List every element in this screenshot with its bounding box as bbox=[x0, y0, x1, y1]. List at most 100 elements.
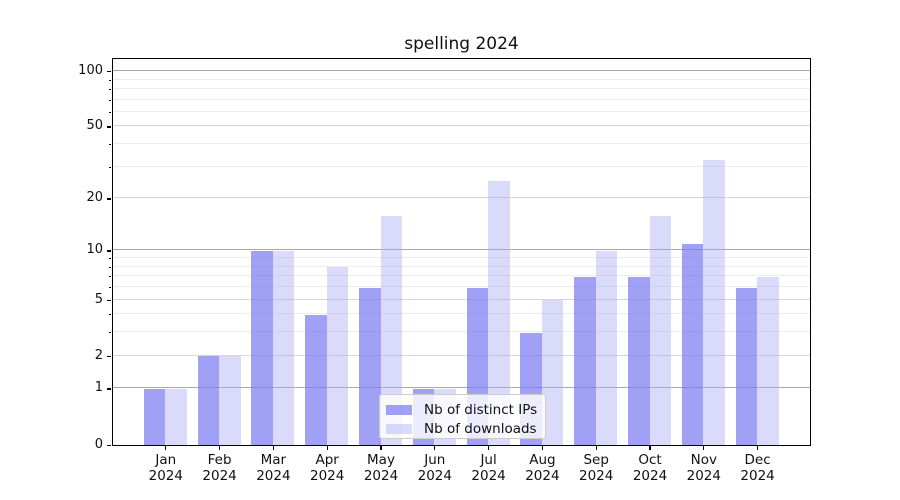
x-tick-label-nov: Nov 2024 bbox=[686, 451, 721, 485]
y-minor-tick-mark bbox=[108, 258, 112, 260]
x-tick-label-jan: Jan 2024 bbox=[148, 451, 183, 485]
y-minor-tick-mark bbox=[108, 276, 112, 278]
x-tick-mark bbox=[756, 446, 759, 451]
x-tick-mark bbox=[218, 446, 221, 451]
gridline-major bbox=[112, 125, 810, 127]
y-tick-label: 50 bbox=[86, 118, 103, 134]
legend: Nb of distinct IPs Nb of downloads bbox=[379, 394, 546, 439]
y-tick-mark bbox=[107, 71, 112, 73]
gridline-minor bbox=[112, 286, 810, 288]
gridline-minor bbox=[112, 257, 810, 259]
x-tick-label-aug: Aug 2024 bbox=[525, 451, 560, 485]
chart-title: spelling 2024 bbox=[404, 34, 519, 54]
x-tick-label-apr: Apr 2024 bbox=[310, 451, 345, 485]
bar-downloads-nov bbox=[703, 159, 725, 445]
x-tick-mark bbox=[165, 446, 167, 451]
legend-item-distinct-ips: Nb of distinct IPs bbox=[386, 401, 538, 420]
bar-downloads-sep bbox=[595, 251, 618, 445]
x-tick-mark bbox=[272, 446, 275, 451]
y-tick-mark bbox=[107, 198, 112, 200]
y-tick-mark bbox=[107, 250, 112, 252]
y-minor-tick-mark bbox=[108, 287, 112, 289]
x-tick-mark bbox=[541, 446, 544, 451]
bar-downloads-may bbox=[380, 215, 402, 445]
x-tick-label-oct: Oct 2024 bbox=[632, 451, 668, 485]
gridline-minor bbox=[112, 110, 810, 112]
x-tick-mark bbox=[434, 446, 436, 451]
y-minor-tick-mark bbox=[108, 111, 112, 113]
bar-distinct-ips-mar bbox=[251, 251, 273, 445]
bar-distinct-ips-apr bbox=[305, 314, 327, 445]
bar-downloads-aug bbox=[541, 300, 564, 445]
x-tick-label-jul: Jul 2024 bbox=[471, 451, 506, 485]
x-tick-label-feb: Feb 2024 bbox=[202, 451, 237, 485]
y-tick-label: 5 bbox=[94, 291, 103, 307]
gridline-minor bbox=[112, 265, 810, 267]
gridline-minor bbox=[112, 275, 810, 277]
gridline-minor bbox=[112, 87, 810, 89]
bar-distinct-ips-sep bbox=[574, 276, 596, 445]
gridline-major bbox=[112, 70, 810, 72]
y-minor-tick-mark bbox=[108, 332, 112, 334]
gridline-major bbox=[112, 197, 810, 199]
gridline-major bbox=[112, 387, 810, 389]
y-minor-tick-mark bbox=[108, 88, 112, 90]
gridline-major bbox=[112, 354, 810, 356]
y-minor-tick-mark bbox=[108, 144, 112, 146]
y-tick-label: 0 bbox=[94, 436, 103, 452]
bar-downloads-jul bbox=[488, 181, 510, 445]
x-tick-label-sep: Sep 2024 bbox=[579, 451, 614, 485]
y-tick-label: 1 bbox=[94, 380, 103, 396]
x-tick-label-dec: Dec 2024 bbox=[740, 451, 775, 485]
bar-downloads-apr bbox=[326, 267, 349, 445]
y-minor-tick-mark bbox=[108, 266, 112, 268]
y-tick-mark bbox=[107, 299, 112, 301]
x-tick-mark bbox=[326, 446, 328, 451]
y-tick-label: 2 bbox=[94, 347, 103, 363]
y-tick-mark bbox=[107, 126, 112, 128]
bar-distinct-ips-nov bbox=[681, 243, 704, 445]
legend-swatch-downloads bbox=[386, 423, 412, 435]
x-tick-label-mar: Mar 2024 bbox=[256, 451, 291, 485]
bar-downloads-dec bbox=[757, 276, 779, 445]
gridline-minor bbox=[112, 98, 810, 100]
gridline-major bbox=[112, 298, 810, 300]
gridline-minor bbox=[112, 313, 810, 315]
legend-item-downloads: Nb of downloads bbox=[386, 420, 537, 439]
y-tick-label: 100 bbox=[78, 63, 103, 79]
x-tick-mark bbox=[380, 446, 382, 451]
bar-distinct-ips-feb bbox=[197, 356, 220, 445]
bar-downloads-oct bbox=[649, 215, 671, 445]
bar-distinct-ips-dec bbox=[735, 287, 758, 445]
x-tick-label-may: May 2024 bbox=[363, 451, 399, 485]
y-minor-tick-mark bbox=[108, 79, 112, 81]
x-tick-mark bbox=[649, 446, 651, 451]
bar-distinct-ips-may bbox=[359, 287, 381, 445]
x-tick-label-jun: Jun 2024 bbox=[417, 451, 452, 485]
x-tick-mark bbox=[595, 446, 597, 451]
y-tick-label: 20 bbox=[86, 190, 103, 206]
y-tick-mark bbox=[107, 355, 112, 357]
y-minor-tick-mark bbox=[108, 99, 112, 101]
gridline-minor bbox=[112, 143, 810, 145]
y-minor-tick-mark bbox=[108, 314, 112, 316]
x-tick-mark bbox=[487, 446, 490, 451]
legend-label-downloads: Nb of downloads bbox=[424, 421, 537, 437]
bar-downloads-jan bbox=[165, 388, 187, 445]
gridline-major bbox=[112, 249, 810, 251]
x-tick-mark bbox=[703, 446, 705, 451]
bar-downloads-feb bbox=[219, 356, 241, 445]
gridline-minor bbox=[112, 331, 810, 333]
legend-swatch-distinct-ips bbox=[386, 404, 412, 416]
y-tick-label: 10 bbox=[86, 242, 103, 258]
y-minor-tick-mark bbox=[108, 166, 112, 168]
y-tick-mark bbox=[107, 444, 112, 446]
plot-area bbox=[111, 58, 811, 446]
legend-label-distinct-ips: Nb of distinct IPs bbox=[424, 402, 538, 418]
gridline-minor bbox=[112, 78, 810, 80]
y-tick-mark bbox=[107, 388, 112, 390]
bar-distinct-ips-jan bbox=[143, 388, 166, 445]
bar-distinct-ips-oct bbox=[628, 276, 650, 445]
gridline-minor bbox=[112, 165, 810, 167]
